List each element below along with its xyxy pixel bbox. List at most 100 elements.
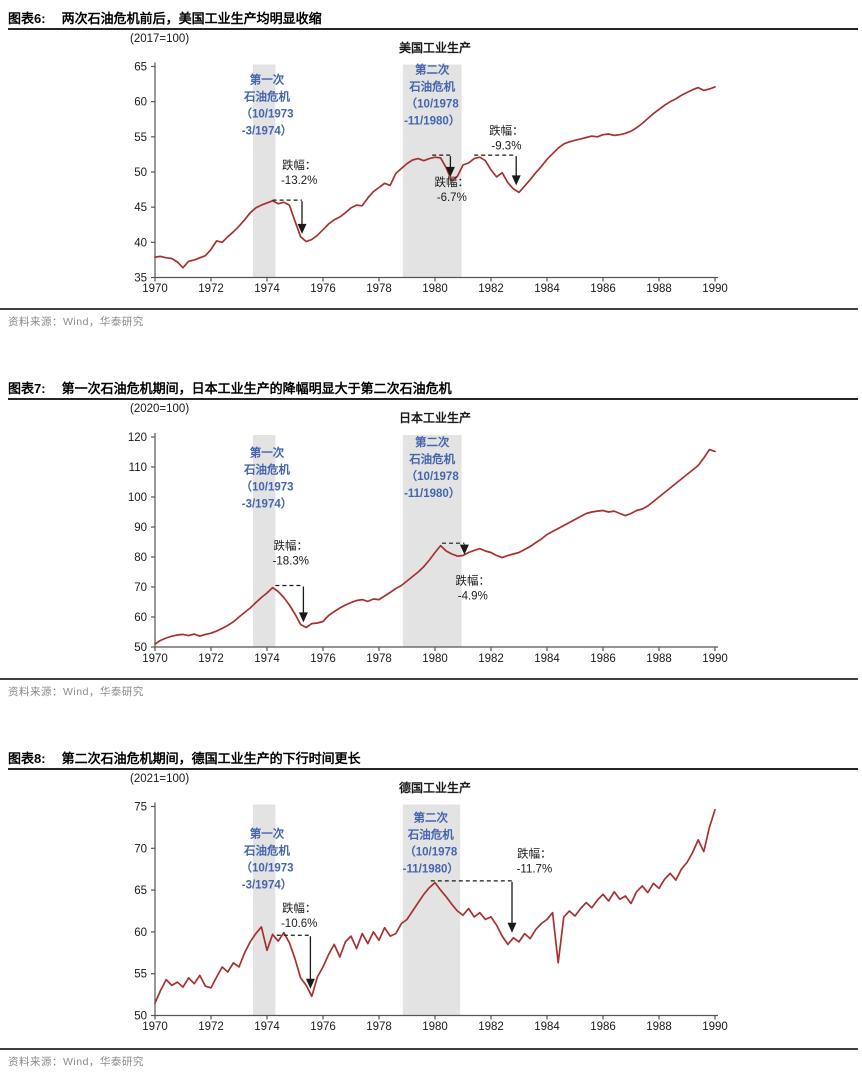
y-tick-label: 60: [134, 97, 147, 109]
oil-crisis-band-label: （10/1973: [240, 860, 293, 874]
figure-label: 图表7:: [8, 381, 46, 396]
x-tick-label: 1988: [646, 653, 672, 665]
oil-crisis-band-label: -11/1980）: [403, 862, 459, 876]
drop-arrow-head: [507, 922, 517, 933]
x-tick-label: 1984: [534, 1021, 560, 1033]
figure-header: 图表8: 第二次石油危机期间，德国工业生产的下行时间更长: [8, 748, 858, 770]
oil-crisis-band-label: 第一次: [250, 826, 285, 840]
y-tick-label: 40: [134, 237, 147, 249]
series-line: [154, 86, 716, 269]
y-tick-label: 70: [134, 843, 147, 855]
drop-arrow-head: [511, 175, 521, 186]
oil-crisis-band-label: 石油危机: [408, 80, 455, 94]
x-tick-label: 1990: [702, 653, 728, 665]
oil-crisis-band-label: （10/1973: [240, 106, 293, 120]
y-tick-label: 100: [128, 492, 147, 504]
source-row: 资料来源：Wind，华泰研究: [0, 308, 858, 329]
oil-crisis-band-label: 石油危机: [243, 89, 290, 103]
drop-annotation-label: 跌幅：: [274, 539, 309, 553]
figure-label: 图表8:: [8, 751, 46, 766]
oil-crisis-band-label: 石油危机: [408, 452, 455, 466]
x-tick-label: 1980: [422, 653, 448, 665]
x-tick-label: 1974: [254, 1021, 280, 1033]
figure-label: 图表6:: [8, 11, 46, 26]
source-text: 资料来源：Wind，华泰研究: [8, 316, 144, 328]
drop-annotation-label: 跌幅：: [517, 846, 552, 860]
x-tick-label: 1982: [478, 1021, 504, 1033]
drop-annotation-label: -9.3%: [491, 141, 521, 153]
series-line: [154, 448, 716, 645]
line-chart-us-industrial-production: 第一次石油危机 （10/1973 -3/1974） 第二次石油危机 （10/1978 -1…: [134, 62, 728, 296]
x-tick-label: 1974: [254, 283, 280, 295]
y-tick-label: 60: [134, 927, 147, 939]
oil-crisis-band-label: -11/1980）: [404, 114, 460, 128]
figure-block-japan: 图表7: 第一次石油危机期间，日本工业生产的降幅明显大于第二次石油危机 (2020…: [0, 378, 862, 708]
x-tick-label: 1986: [590, 653, 616, 665]
source-text: 资料来源：Wind，华泰研究: [8, 1056, 144, 1068]
line-chart-japan-industrial-production: 第一次石油危机（10/1973-3/1974）第二次石油危机（10/1978-1…: [128, 432, 728, 665]
oil-crisis-band-label: 第二次: [415, 435, 450, 449]
drop-arrow-head: [305, 978, 315, 989]
y-tick-label: 50: [134, 1011, 147, 1023]
y-tick-label: 35: [134, 273, 147, 285]
drop-annotation-label: -13.2%: [281, 175, 317, 187]
oil-crisis-band-label: -3/1974）: [242, 877, 293, 891]
x-tick-label: 1972: [198, 283, 224, 295]
x-tick-label: 1978: [366, 283, 392, 295]
oil-crisis-band-label: 第二次: [415, 63, 450, 77]
drop-annotation-label: 跌幅：: [456, 574, 491, 588]
oil-crisis-band-label: -11/1980）: [404, 486, 460, 500]
figure-caption: 第一次石油危机期间，日本工业生产的降幅明显大于第二次石油危机: [61, 381, 452, 396]
y-tick-label: 90: [134, 522, 147, 534]
line-chart-germany-industrial-production: 第一次石油危机（10/1973-3/1974）第二次石油危机（10/1978-1…: [134, 802, 728, 1034]
x-tick-label: 1982: [478, 283, 504, 295]
series-line: [154, 808, 716, 1004]
x-tick-label: 1984: [534, 283, 560, 295]
x-tick-label: 1990: [702, 283, 728, 295]
index-base-note: (2021=100): [130, 773, 190, 785]
y-tick-label: 80: [134, 552, 147, 564]
drop-annotation-label: -10.6%: [281, 918, 317, 930]
x-tick-label: 1972: [198, 653, 224, 665]
drop-annotation-label: 跌幅：: [489, 124, 524, 138]
oil-crisis-band-label: -3/1974）: [242, 123, 293, 137]
index-base-note: (2020=100): [130, 403, 190, 415]
y-tick-label: 50: [134, 642, 147, 654]
x-tick-label: 1978: [366, 1021, 392, 1033]
figure-block-germany: 图表8: 第二次石油危机期间，德国工业生产的下行时间更长 (2021=100) 德…: [0, 748, 862, 1078]
y-tick-label: 60: [134, 612, 147, 624]
chart-title: 日本工业生产: [398, 411, 471, 425]
source-row: 资料来源：Wind，华泰研究: [0, 678, 858, 699]
oil-crisis-band-label: 石油危机: [243, 463, 290, 477]
y-tick-label: 70: [134, 582, 147, 594]
oil-crisis-band-label: （10/1978: [406, 469, 460, 483]
oil-crisis-band: [253, 435, 276, 647]
figure-caption: 第二次石油危机期间，德国工业生产的下行时间更长: [61, 751, 361, 766]
drop-annotation-label: -11.7%: [517, 863, 553, 875]
x-tick-label: 1980: [422, 1021, 448, 1033]
x-tick-label: 1990: [702, 1021, 728, 1033]
x-tick-label: 1972: [198, 1021, 224, 1033]
drop-arrow-head: [445, 166, 455, 177]
y-tick-label: 55: [134, 132, 147, 144]
x-tick-label: 1988: [646, 1021, 672, 1033]
oil-crisis-band-label: -3/1974）: [242, 497, 293, 511]
y-tick-label: 55: [134, 969, 147, 981]
x-tick-label: 1980: [422, 283, 448, 295]
y-tick-label: 75: [134, 802, 147, 814]
figure-caption: 两次石油危机前后，美国工业生产均明显收缩: [61, 11, 322, 26]
drop-annotation-label: 跌幅：: [435, 175, 470, 189]
oil-crisis-band-label: （10/1978: [406, 97, 460, 111]
figure-header: 图表7: 第一次石油危机期间，日本工业生产的降幅明显大于第二次石油危机: [8, 378, 858, 400]
x-tick-label: 1982: [478, 653, 504, 665]
source-row: 资料来源：Wind，华泰研究: [0, 1048, 858, 1069]
drop-arrow-head: [297, 223, 307, 234]
oil-crisis-band: [253, 804, 276, 1016]
oil-crisis-band-label: 第一次: [250, 72, 285, 86]
x-tick-label: 1986: [590, 1021, 616, 1033]
x-tick-label: 1978: [366, 653, 392, 665]
x-tick-label: 1970: [142, 283, 168, 295]
x-tick-label: 1976: [310, 653, 336, 665]
y-tick-label: 65: [134, 62, 147, 74]
